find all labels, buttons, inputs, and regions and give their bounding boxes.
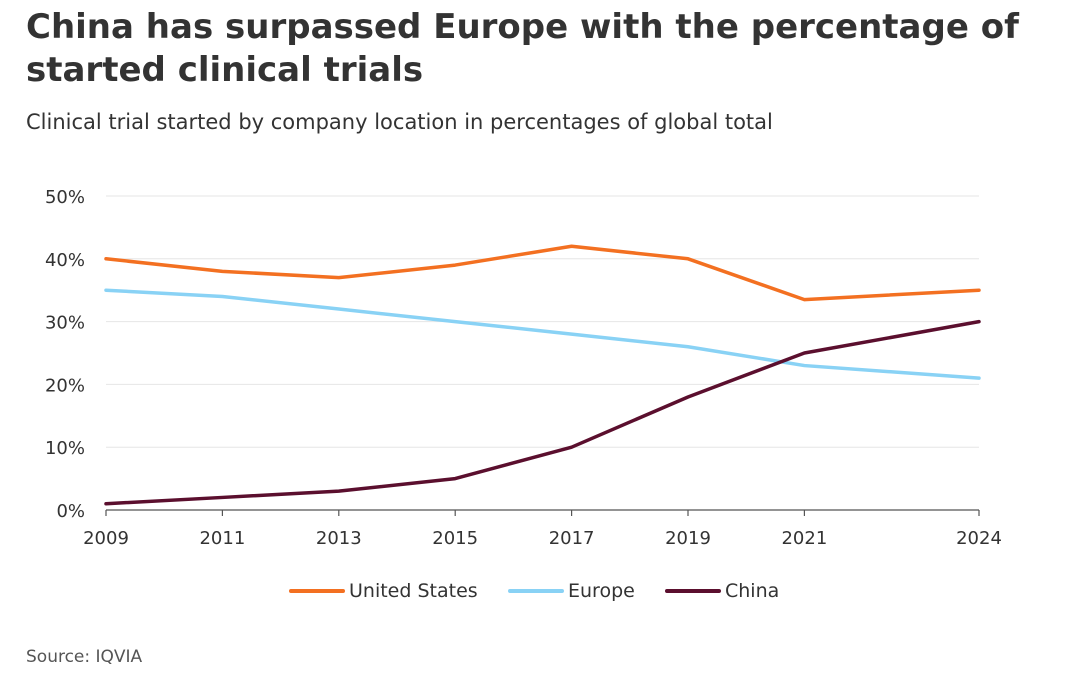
x-tick-label: 2013 bbox=[316, 528, 362, 549]
x-tick-label: 2009 bbox=[83, 528, 129, 549]
legend-item-china: China bbox=[665, 576, 779, 606]
chart-title: China has surpassed Europe with the perc… bbox=[26, 7, 1019, 90]
legend-item-united-states: United States bbox=[289, 576, 478, 606]
series-lines bbox=[104, 244, 981, 506]
x-axis: 2009 2011 2013 2015 2017 2019 2021 2024 bbox=[83, 509, 1002, 549]
legend-label-china: China bbox=[725, 580, 780, 602]
legend-label-united-states: United States bbox=[349, 580, 478, 602]
y-tick-label: 50% bbox=[45, 187, 85, 208]
legend-swatch-china bbox=[665, 589, 721, 593]
legend-swatch-united-states bbox=[289, 589, 345, 593]
series-line-united-states bbox=[104, 244, 981, 302]
source-note: Source: IQVIA bbox=[26, 647, 143, 667]
y-tick-label: 20% bbox=[45, 375, 85, 396]
legend-item-europe: Europe bbox=[508, 576, 635, 606]
series-line-europe bbox=[104, 288, 981, 380]
x-tick-label: 2015 bbox=[432, 528, 478, 549]
grid-lines bbox=[106, 195, 979, 448]
x-tick-label: 2021 bbox=[781, 528, 827, 549]
x-tick-label: 2024 bbox=[956, 528, 1002, 549]
chart-subtitle: Clinical trial started by company locati… bbox=[26, 110, 773, 134]
legend: United States Europe China bbox=[0, 576, 1083, 606]
y-tick-label: 30% bbox=[45, 313, 85, 334]
legend-label-europe: Europe bbox=[568, 580, 635, 602]
legend-swatch-europe bbox=[508, 589, 564, 593]
line-chart: 0%10%20%30%40%50% 2009 2011 2013 2015 2017 20… bbox=[45, 187, 1002, 549]
y-tick-label: 40% bbox=[45, 250, 85, 271]
x-tick-label: 2011 bbox=[199, 528, 245, 549]
x-tick-label: 2017 bbox=[549, 528, 595, 549]
y-axis: 0% 10% 20% 30% 40% 50% bbox=[45, 187, 85, 522]
series-line-china bbox=[104, 319, 981, 506]
x-tick-label: 2019 bbox=[665, 528, 711, 549]
y-tick-label: 0% bbox=[56, 501, 85, 522]
y-tick-label: 10% bbox=[45, 438, 85, 459]
